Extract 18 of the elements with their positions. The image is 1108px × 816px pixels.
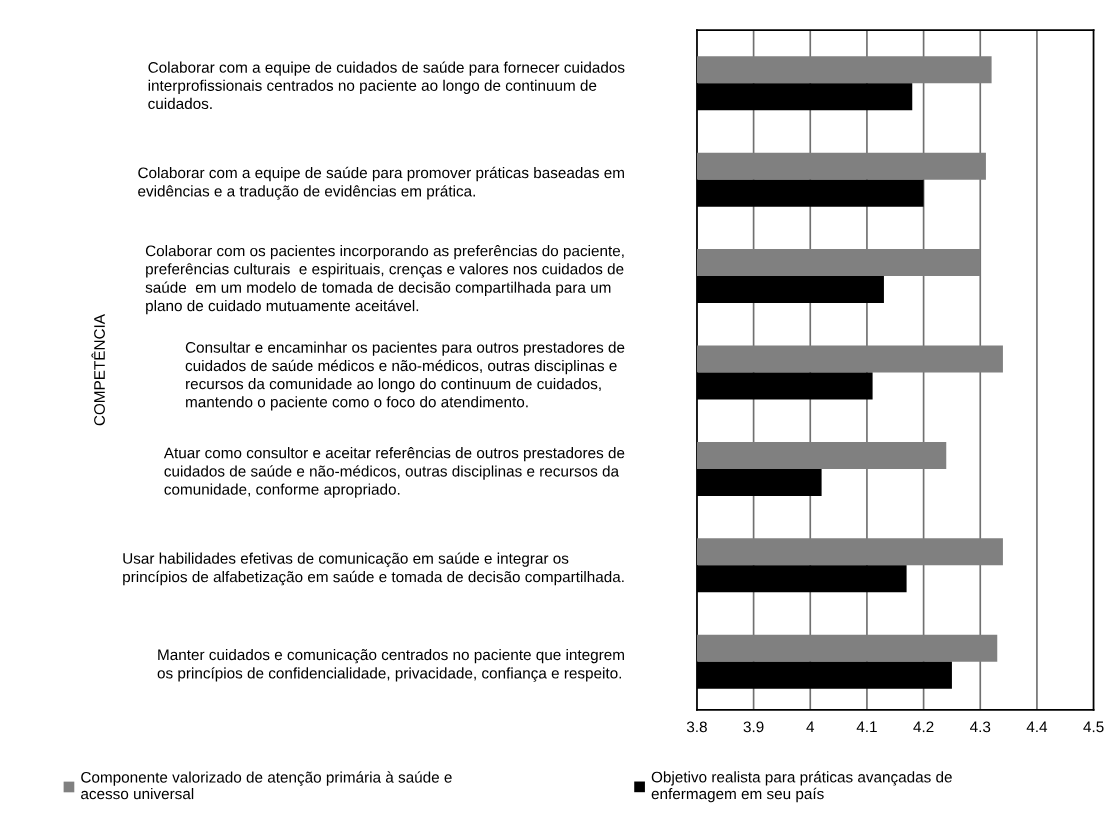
legend-label: Componente valorizado de atenção primária à saúde e acesso universal — [81, 771, 452, 800]
y-tick-label: Usar habilidades efetivas de comunicação em saúde e integrar os princípios de alfabetização em saúde e tomada de decisão compartilhada. — [123, 552, 624, 586]
x-tick-label: 3.9 — [743, 721, 764, 733]
y-tick-label: Consultar e encaminhar os pacientes para outros prestadores de cuidados de saúde médicos e não-médicos, outras disciplinas e recursos da comunidade ao longo do continuum de cuidados, mantendo o paciente como o foco do atendimento. — [185, 341, 625, 411]
x-tick-label: 3.8 — [686, 721, 707, 733]
legend-label: Objetivo realista para práticas avançadas de enfermagem em seu país — [651, 771, 952, 803]
y-tick-label: Colaborar com a equipe de cuidados de saúde para fornecer cuidados interprofissionais centrados no paciente ao longo de continuum de cuidados. — [148, 61, 625, 110]
y-tick-label: Manter cuidados e comunicação centrados no paciente que integrem os princípios de confidencialidade, privacidade, confiança e respeito. — [157, 648, 624, 682]
y-axis-title: COMPETÊNCIA — [91, 314, 105, 426]
y-tick-label: Atuar como consultor e aceitar referências de outros prestadores de cuidados de saúde e não-médicos, outras disciplinas e recursos da comunidade, conforme apropriado. — [163, 447, 625, 498]
x-tick-label: 4.2 — [913, 721, 934, 733]
x-tick-label: 4 — [806, 721, 815, 733]
x-tick-label: 4.5 — [1083, 721, 1104, 733]
x-tick-label: 4.4 — [1026, 721, 1048, 733]
x-tick-label: 4.3 — [970, 721, 991, 733]
x-tick-label: 4.1 — [856, 721, 877, 733]
y-tick-label: Colaborar com os pacientes incorporando as preferências do paciente, preferências culturais e espirituais, crenças e valores nos cuidados de saúde em um modelo de tomada de decisão compartilhada para um plano de cuidado mutuamente aceitável. — [145, 244, 624, 315]
y-tick-label: Colaborar com a equipe de saúde para promover práticas baseadas em evidências e a tradução de evidências em prática. — [138, 166, 624, 200]
